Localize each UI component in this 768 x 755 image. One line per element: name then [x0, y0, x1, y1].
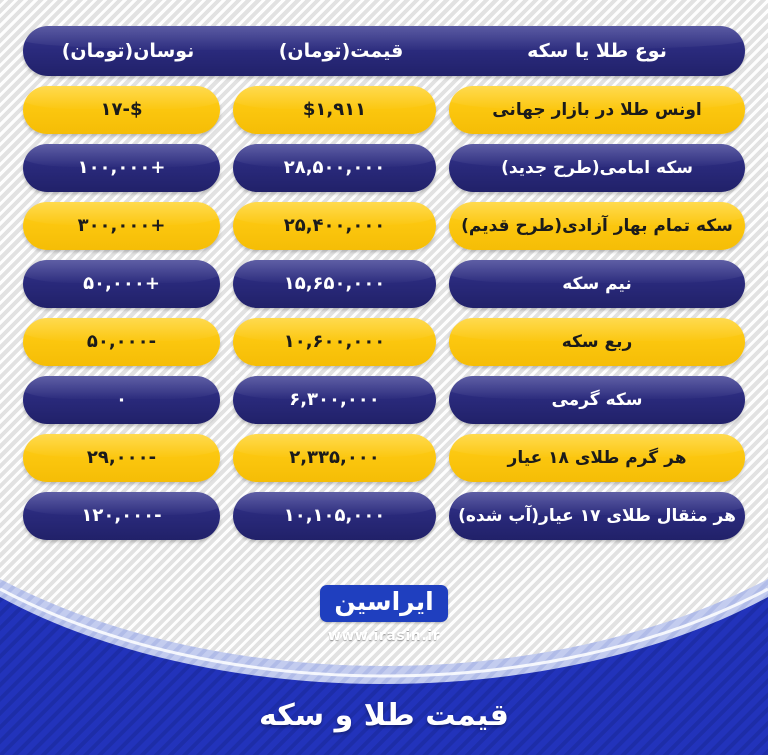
cell-type-text: نیم سکه — [562, 273, 632, 294]
cell-type: نیم سکه — [449, 260, 745, 308]
header-cell-price: قیمت(تومان) — [278, 40, 404, 62]
footer-wave-graphic — [0, 579, 768, 755]
cell-type-text: سکه امامی(طرح جدید) — [501, 157, 693, 178]
cell-type-text: اونس طلا در بازار جهانی — [492, 99, 702, 120]
cell-change: +۱۰۰,۰۰۰ — [23, 144, 220, 192]
cell-price-text: ۶,۳۰۰,۰۰۰ — [289, 389, 380, 410]
cell-price-text: ۱۰,۶۰۰,۰۰۰ — [283, 331, 386, 352]
cell-type-text: هر مثقال طلای ۱۷ عیار(آب شده) — [458, 505, 736, 526]
header-cell-change: نوسان(تومان) — [61, 40, 195, 62]
cell-type: سکه گرمی — [449, 376, 745, 424]
cell-change: -۲۹,۰۰۰ — [23, 434, 220, 482]
cell-price: ۲۸,۵۰۰,۰۰۰ — [233, 144, 436, 192]
cell-change: +۵۰,۰۰۰ — [23, 260, 220, 308]
cell-type: سکه امامی(طرح جدید) — [449, 144, 745, 192]
cell-change: ۰ — [23, 376, 220, 424]
cell-type: ربع سکه — [449, 318, 745, 366]
cell-price: ۲,۳۳۵,۰۰۰ — [233, 434, 436, 482]
cell-change-text: +۵۰,۰۰۰ — [83, 273, 160, 294]
table-row: اونس طلا در بازار جهانی $۱,۹۱۱ $-۱۷ — [23, 86, 745, 134]
cell-price: ۱۵,۶۵۰,۰۰۰ — [233, 260, 436, 308]
cell-type: اونس طلا در بازار جهانی — [449, 86, 745, 134]
cell-price: ۱۰,۶۰۰,۰۰۰ — [233, 318, 436, 366]
cell-change-text: +۱۰۰,۰۰۰ — [77, 157, 166, 178]
cell-type: سکه تمام بهار آزادی(طرح قدیم) — [449, 202, 745, 250]
cell-type-text: هر گرم طلای ۱۸ عیار — [507, 447, 687, 468]
cell-type: هر گرم طلای ۱۸ عیار — [449, 434, 745, 482]
brand-logo: ایراسین — [320, 585, 448, 622]
cell-price: ۱۰,۱۰۵,۰۰۰ — [233, 492, 436, 540]
footer-title: قیمت طلا و سکه — [259, 698, 509, 733]
footer-title-band — [0, 705, 768, 755]
footer: ایراسین www.irasin.ir قیمت طلا و سکه — [0, 555, 768, 755]
cell-change: +۳۰۰,۰۰۰ — [23, 202, 220, 250]
footer-arc-divider — [0, 587, 768, 678]
cell-price-text: ۲۵,۴۰۰,۰۰۰ — [283, 215, 386, 236]
cell-price-text: ۱۵,۶۵۰,۰۰۰ — [283, 273, 386, 294]
cell-price-text: $۱,۹۱۱ — [302, 99, 367, 120]
cell-change: $-۱۷ — [23, 86, 220, 134]
cell-type: هر مثقال طلای ۱۷ عیار(آب شده) — [449, 492, 745, 540]
cell-price: ۲۵,۴۰۰,۰۰۰ — [233, 202, 436, 250]
cell-price-text: ۲۸,۵۰۰,۰۰۰ — [283, 157, 386, 178]
table-row: سکه تمام بهار آزادی(طرح قدیم) ۲۵,۴۰۰,۰۰۰… — [23, 202, 745, 250]
table-row: هر مثقال طلای ۱۷ عیار(آب شده) ۱۰,۱۰۵,۰۰۰… — [23, 492, 745, 540]
table-row: سکه گرمی ۶,۳۰۰,۰۰۰ ۰ — [23, 376, 745, 424]
cell-change-text: $-۱۷ — [100, 99, 143, 120]
cell-change-text: -۲۹,۰۰۰ — [86, 447, 157, 468]
cell-price-text: ۲,۳۳۵,۰۰۰ — [289, 447, 380, 468]
cell-type-text: سکه تمام بهار آزادی(طرح قدیم) — [461, 215, 733, 236]
cell-price: $۱,۹۱۱ — [233, 86, 436, 134]
table-header-pill: نوع طلا یا سکه قیمت(تومان) نوسان(تومان) — [23, 26, 745, 76]
cell-change-text: ۰ — [116, 389, 127, 410]
brand-block: ایراسین www.irasin.ir — [0, 585, 768, 644]
cell-change-text: +۳۰۰,۰۰۰ — [77, 215, 166, 236]
brand-website-url[interactable]: www.irasin.ir — [327, 627, 441, 644]
cell-type-text: ربع سکه — [561, 331, 633, 352]
table-row: نیم سکه ۱۵,۶۵۰,۰۰۰ +۵۰,۰۰۰ — [23, 260, 745, 308]
cell-change: -۱۲۰,۰۰۰ — [23, 492, 220, 540]
cell-change: -۵۰,۰۰۰ — [23, 318, 220, 366]
cell-change-text: -۱۲۰,۰۰۰ — [81, 505, 162, 526]
table-row: ربع سکه ۱۰,۶۰۰,۰۰۰ -۵۰,۰۰۰ — [23, 318, 745, 366]
cell-type-text: سکه گرمی — [551, 389, 643, 410]
cell-price: ۶,۳۰۰,۰۰۰ — [233, 376, 436, 424]
table-row: سکه امامی(طرح جدید) ۲۸,۵۰۰,۰۰۰ +۱۰۰,۰۰۰ — [23, 144, 745, 192]
header-cell-type: نوع طلا یا سکه — [527, 40, 667, 62]
cell-change-text: -۵۰,۰۰۰ — [86, 331, 157, 352]
table-row: هر گرم طلای ۱۸ عیار ۲,۳۳۵,۰۰۰ -۲۹,۰۰۰ — [23, 434, 745, 482]
cell-price-text: ۱۰,۱۰۵,۰۰۰ — [283, 505, 386, 526]
price-table: نوع طلا یا سکه قیمت(تومان) نوسان(تومان) … — [23, 26, 745, 540]
table-header-row: نوع طلا یا سکه قیمت(تومان) نوسان(تومان) — [23, 26, 745, 76]
